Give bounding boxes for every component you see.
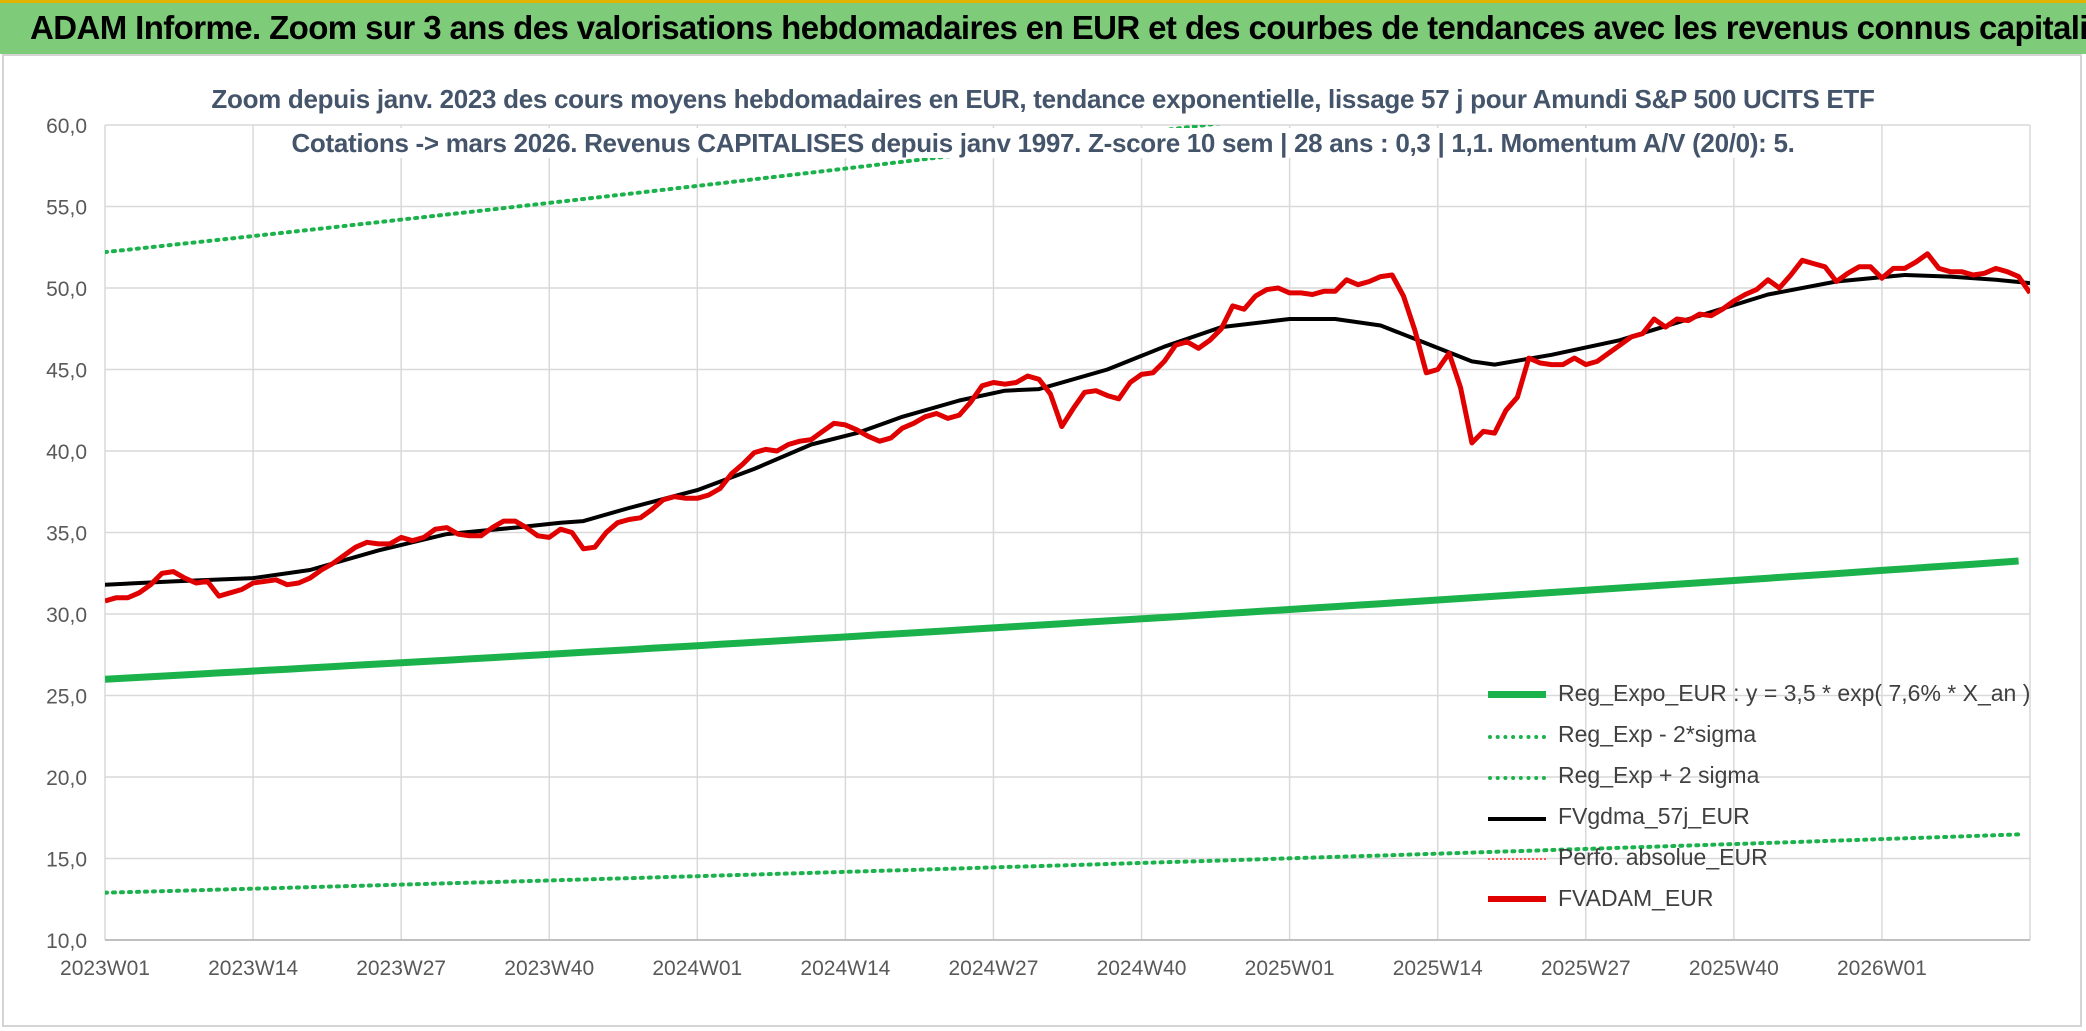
legend-swatch-fvadam <box>1488 896 1546 902</box>
y-tick-label: 45,0 <box>46 360 87 383</box>
x-tick-label: 2025W40 <box>1689 957 1779 980</box>
x-tick-label: 2023W01 <box>60 957 150 980</box>
y-tick-label: 55,0 <box>46 197 87 220</box>
y-tick-label: 60,0 <box>46 115 87 138</box>
legend-label-band-high: Reg_Exp + 2 sigma <box>1558 762 1760 788</box>
x-tick-label: 2026W01 <box>1837 957 1927 980</box>
chart-title-line-2: Cotations -> mars 2026. Revenus CAPITALI… <box>0 128 2086 159</box>
series-band-low <box>105 832 2021 895</box>
x-tick-label: 2024W01 <box>652 957 742 980</box>
legend-swatch-band-low <box>1488 735 1546 739</box>
x-tick-label: 2025W14 <box>1393 957 1483 980</box>
legend-swatch-fvgdma <box>1488 817 1546 821</box>
y-tick-label: 15,0 <box>46 849 87 872</box>
x-tick-label: 2025W27 <box>1541 957 1631 980</box>
x-tick-label: 2024W14 <box>800 957 890 980</box>
series-fvadam <box>105 251 2030 604</box>
series-fvgdma <box>105 273 2030 587</box>
chart-title-line-1: Zoom depuis janv. 2023 des cours moyens … <box>0 84 2086 115</box>
y-tick-label: 25,0 <box>46 686 87 709</box>
x-tick-label: 2023W14 <box>208 957 298 980</box>
y-tick-label: 50,0 <box>46 278 87 301</box>
y-tick-label: 20,0 <box>46 767 87 790</box>
legend-label-fvadam: FVADAM_EUR <box>1558 885 1714 911</box>
legend-swatch-band-high <box>1488 776 1546 780</box>
legend-label-fvgdma: FVgdma_57j_EUR <box>1558 803 1750 829</box>
y-tick-label: 40,0 <box>46 441 87 464</box>
legend-swatch-reg-expo <box>1488 691 1546 698</box>
legend-label-perfo: Perfo. absolue_EUR <box>1558 844 1768 870</box>
legend-label-band-low: Reg_Exp - 2*sigma <box>1558 721 1757 747</box>
x-tick-label: 2023W40 <box>504 957 594 980</box>
chart-title-line-2-text: Cotations -> mars 2026. Revenus CAPITALI… <box>285 128 1801 158</box>
report-banner: ADAM Informe. Zoom sur 3 ans des valoris… <box>0 0 2086 54</box>
x-tick-label: 2023W27 <box>356 957 446 980</box>
chart-title-line-1-text: Zoom depuis janv. 2023 des cours moyens … <box>205 84 1881 114</box>
x-tick-label: 2025W01 <box>1245 957 1335 980</box>
report-title: ADAM Informe. Zoom sur 3 ans des valoris… <box>30 9 2086 46</box>
y-tick-label: 35,0 <box>46 523 87 546</box>
y-tick-label: 30,0 <box>46 604 87 627</box>
series-reg-expo <box>105 557 2019 683</box>
legend-label-reg-expo: Reg_Expo_EUR : y = 3,5 * exp( 7,6% * X_a… <box>1558 680 2031 706</box>
x-tick-label: 2024W40 <box>1097 957 1187 980</box>
y-tick-label: 10,0 <box>46 930 87 953</box>
x-tick-label: 2024W27 <box>949 957 1039 980</box>
legend-swatch-perfo <box>1488 858 1546 860</box>
